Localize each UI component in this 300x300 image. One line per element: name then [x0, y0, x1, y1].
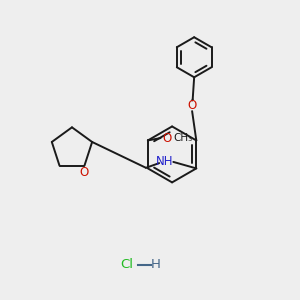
Text: CH₃: CH₃	[173, 133, 193, 143]
Text: NH: NH	[156, 155, 174, 168]
Text: O: O	[80, 166, 89, 179]
Text: O: O	[162, 132, 172, 145]
Text: Cl: Cl	[120, 258, 133, 271]
Text: O: O	[188, 99, 197, 112]
Text: H: H	[151, 258, 161, 271]
